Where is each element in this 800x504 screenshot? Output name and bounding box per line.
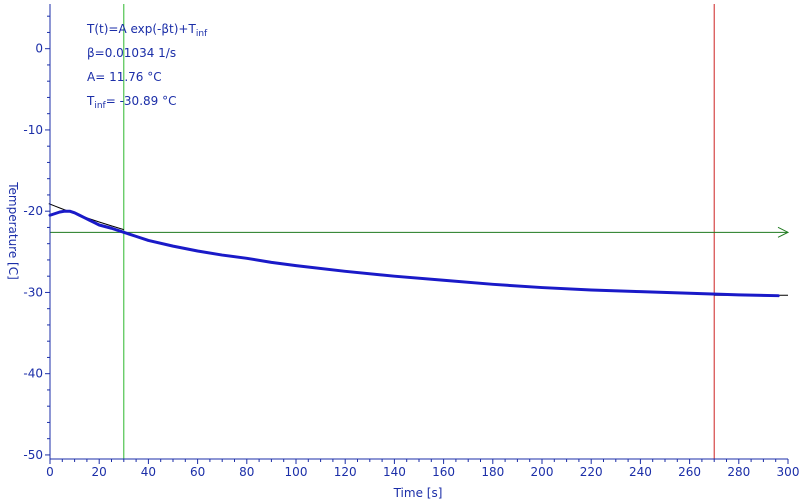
y-ticks: 0 -10 -20 -30 -40 -50 <box>23 15 50 462</box>
y-tick-label: 0 <box>35 42 43 56</box>
fit-formula-text: T(t)=A exp(-βt)+T <box>87 22 196 36</box>
beta-value: β=0.01034 1/s <box>87 46 177 60</box>
x-tick-label: 180 <box>481 465 504 479</box>
data-series-layer <box>48 209 780 298</box>
x-tick-label: 80 <box>239 465 254 479</box>
x-tick-label: 260 <box>678 465 701 479</box>
x-tick-label: 120 <box>334 465 357 479</box>
tinf-value: Tinf= -30.89 °C <box>87 94 176 111</box>
y-tick-label: -20 <box>23 204 43 218</box>
tinf-text: = -30.89 °C <box>105 94 177 108</box>
x-tick-label: 0 <box>46 465 54 479</box>
fit-formula-subscript: inf <box>195 29 208 39</box>
y-tick-label: -50 <box>23 448 43 462</box>
y-axis-title: Temperature [C] <box>6 181 20 280</box>
x-tick-label: 140 <box>383 465 406 479</box>
fit-curve <box>48 203 124 231</box>
fit-curve-layer <box>48 203 788 296</box>
x-tick-label: 60 <box>190 465 205 479</box>
tinf-symbol: T <box>87 94 95 108</box>
measured-temperature-line <box>48 209 780 298</box>
x-tick-label: 160 <box>432 465 455 479</box>
a-value: A= 11.76 °C <box>87 70 162 84</box>
x-axis-title: Time [s] <box>393 486 443 500</box>
fit-formula: T(t)=A exp(-βt)+Tinf <box>87 22 207 39</box>
x-tick-label: 100 <box>285 465 308 479</box>
x-tick-label: 220 <box>580 465 603 479</box>
x-tick-label: 20 <box>92 465 107 479</box>
x-tick-label: 280 <box>727 465 750 479</box>
x-ticks: 0 20 40 60 80 100 120 140 160 180 200 220 240 260 280 3… <box>46 459 799 479</box>
x-tick-label: 40 <box>141 465 156 479</box>
tinf-subscript: inf <box>94 101 106 111</box>
y-tick-label: -40 <box>23 367 43 381</box>
y-tick-label: -10 <box>23 123 43 137</box>
horizontal-cursor-arrow <box>777 226 790 238</box>
y-tick-label: -30 <box>23 285 43 299</box>
x-tick-label: 300 <box>777 465 800 479</box>
x-tick-label: 240 <box>629 465 652 479</box>
x-tick-label: 200 <box>531 465 554 479</box>
